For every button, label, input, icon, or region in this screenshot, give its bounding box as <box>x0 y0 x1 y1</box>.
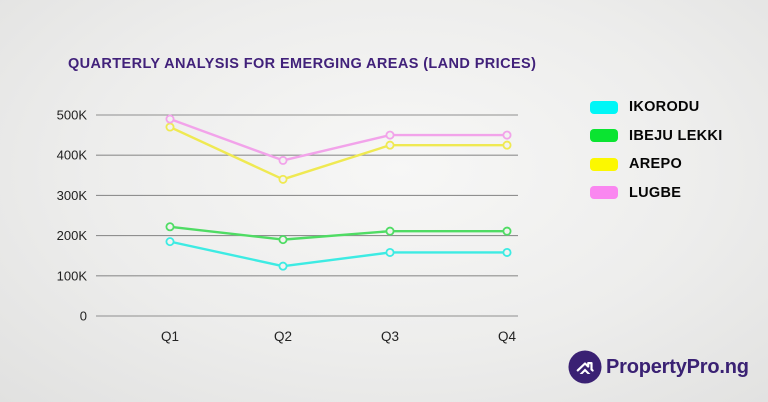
data-point-ikorodu-q1 <box>165 237 175 247</box>
legend-item-ibeju-lekki: IBEJU LEKKI <box>590 128 723 144</box>
legend-label-lugbe: LUGBE <box>629 184 682 201</box>
propertypro-logo: PropertyPro.ng <box>568 350 749 384</box>
chart-legend: IKORODU IBEJU LEKKI AREPO LUGBE <box>590 99 723 213</box>
legend-label-arepo: AREPO <box>629 156 683 172</box>
legend-item-lugbe: LUGBE <box>590 185 723 201</box>
data-point-ikorodu-q3 <box>385 247 395 257</box>
y-axis-tick-0: 0 <box>80 309 87 324</box>
legend-label-ikorodu: IKORODU <box>629 99 700 115</box>
x-axis-tick-q3: Q3 <box>381 329 399 344</box>
data-point-lugbe-q2 <box>278 155 288 165</box>
data-point-lugbe-q4 <box>502 130 512 140</box>
y-axis-tick-200k: 200K <box>57 228 88 243</box>
legend-swatch-ibeju-lekki <box>590 129 618 142</box>
data-point-ikorodu-q4 <box>502 247 512 257</box>
x-axis-tick-q2: Q2 <box>274 329 292 344</box>
chart-title: QUARTERLY ANALYSIS FOR EMERGING AREAS (L… <box>68 56 537 72</box>
legend-item-arepo: AREPO <box>590 156 723 172</box>
data-point-arepo-q2 <box>278 174 288 184</box>
legend-swatch-arepo <box>590 157 618 171</box>
y-axis-tick-400k: 400K <box>57 148 88 163</box>
data-point-lugbe-q1 <box>165 114 175 124</box>
legend-item-ikorodu: IKORODU <box>590 99 723 115</box>
data-point-arepo-q4 <box>502 140 512 150</box>
legend-swatch-ikorodu <box>590 100 618 114</box>
data-point-ibeju-lekki-q2 <box>278 235 288 245</box>
y-axis-tick-500k: 500K <box>57 108 88 123</box>
data-point-ibeju-lekki-q4 <box>502 226 512 236</box>
house-icon <box>568 350 602 384</box>
data-point-lugbe-q3 <box>385 130 395 140</box>
chart-line-lugbe <box>168 117 509 162</box>
chart-line-ibeju-lekki <box>168 225 509 241</box>
y-axis-tick-300k: 300K <box>57 188 88 203</box>
data-point-arepo-q3 <box>385 140 395 150</box>
x-axis-tick-q1: Q1 <box>161 329 179 344</box>
y-axis-tick-100k: 100K <box>57 268 88 283</box>
data-point-arepo-q1 <box>165 122 175 132</box>
chart-line-ikorodu <box>168 240 509 268</box>
x-axis-tick-q4: Q4 <box>498 329 517 344</box>
data-point-ibeju-lekki-q3 <box>385 226 395 236</box>
chart-line-arepo <box>168 125 509 181</box>
logo-text: PropertyPro.ng <box>606 355 749 378</box>
data-point-ibeju-lekki-q1 <box>165 222 175 232</box>
legend-swatch-lugbe <box>590 186 618 199</box>
legend-label-ibeju-lekki: IBEJU LEKKI <box>629 127 723 144</box>
data-point-ikorodu-q2 <box>278 261 288 271</box>
